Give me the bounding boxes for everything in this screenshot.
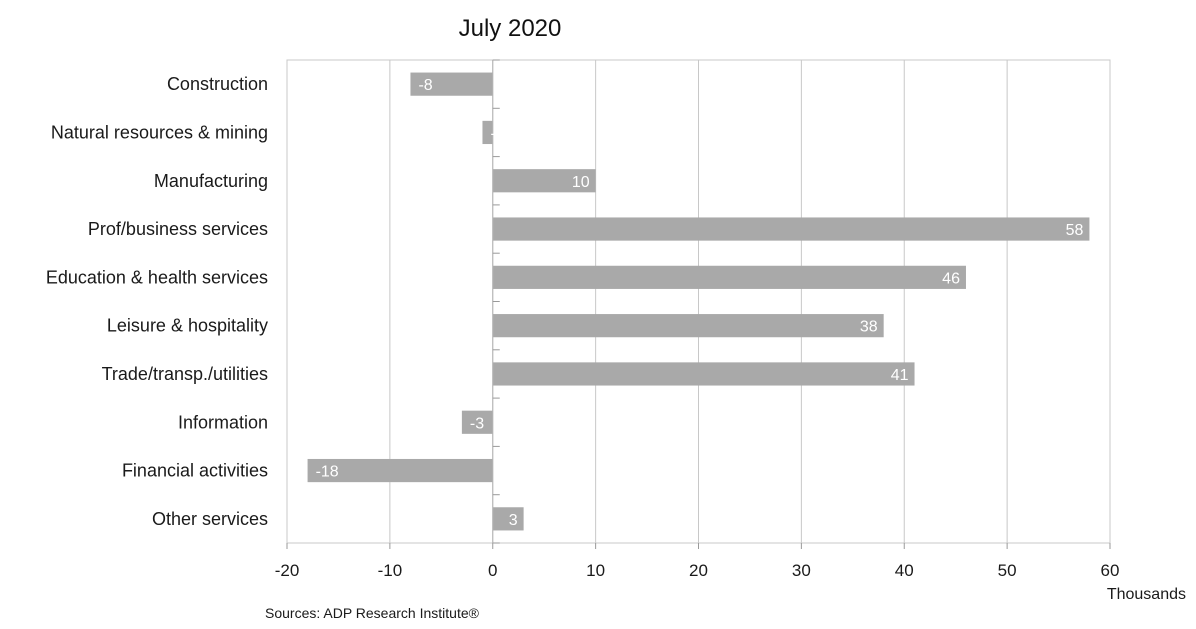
category-label: Information — [178, 412, 268, 432]
bar — [492, 314, 884, 338]
x-tick-label: 40 — [895, 561, 914, 580]
bar — [461, 410, 493, 434]
bar — [492, 362, 915, 386]
bar-value-label: 58 — [1066, 222, 1084, 239]
bar-value-label: 41 — [891, 367, 909, 384]
bar-value-label: 10 — [572, 174, 590, 191]
x-tick-label: 20 — [689, 561, 708, 580]
category-label: Other services — [152, 509, 268, 529]
chart-title: July 2020 — [459, 15, 562, 42]
category-label: Education & health services — [46, 267, 268, 287]
x-tick-label: -10 — [378, 561, 403, 580]
axes — [286, 59, 1111, 549]
bar — [492, 265, 966, 289]
x-axis-title: Thousands — [1107, 586, 1186, 603]
x-tick-label: 50 — [998, 561, 1017, 580]
bar-value-label: 46 — [942, 270, 960, 287]
category-label: Financial activities — [122, 461, 268, 481]
category-label: Manufacturing — [154, 171, 268, 191]
bar-value-label: -18 — [316, 464, 339, 481]
bar — [492, 507, 524, 531]
x-tick-label: 60 — [1101, 561, 1120, 580]
category-label: Natural resources & mining — [51, 122, 268, 142]
bar — [492, 169, 596, 193]
category-label: Trade/transp./utilities — [102, 364, 268, 384]
bar-value-label: -3 — [470, 415, 484, 432]
bar — [492, 217, 1090, 241]
bar-value-label: 38 — [860, 319, 878, 336]
x-tick-label: 30 — [792, 561, 811, 580]
x-tick-label: -20 — [275, 561, 300, 580]
source-note: Sources: ADP Research Institute® — [265, 605, 480, 621]
category-label: Construction — [167, 74, 268, 94]
bar-value-label: -1 — [490, 125, 504, 142]
bar-value-label: -8 — [418, 77, 432, 94]
x-tick-label: 0 — [488, 561, 497, 580]
x-tick-label: 10 — [586, 561, 605, 580]
bar — [410, 72, 493, 96]
bar — [307, 458, 493, 483]
bar — [482, 120, 493, 145]
bars — [307, 72, 1090, 531]
category-label: Prof/business services — [88, 219, 268, 239]
labels: -20 -10 0 10 20 30 40 50 60 -8 Construction -1 Natur… — [46, 74, 1120, 580]
bar-value-label: 3 — [509, 512, 518, 529]
category-label: Leisure & hospitality — [107, 316, 268, 336]
